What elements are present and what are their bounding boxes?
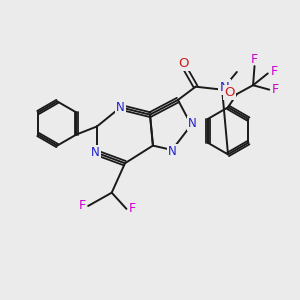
Text: O: O: [178, 57, 189, 70]
Text: N: N: [188, 117, 197, 130]
Text: F: F: [251, 53, 258, 66]
Text: F: F: [272, 83, 279, 96]
Text: N: N: [91, 146, 100, 159]
Text: N: N: [168, 145, 176, 158]
Text: N: N: [220, 81, 230, 94]
Text: F: F: [129, 202, 136, 215]
Text: F: F: [79, 200, 86, 212]
Text: N: N: [116, 101, 125, 114]
Text: F: F: [271, 65, 278, 79]
Text: O: O: [224, 86, 235, 99]
